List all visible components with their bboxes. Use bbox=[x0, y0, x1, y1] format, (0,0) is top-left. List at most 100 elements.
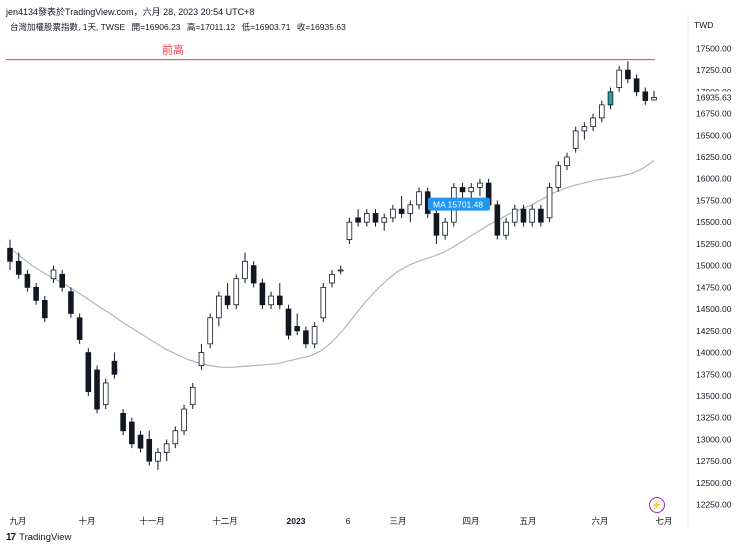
candle-body bbox=[416, 191, 422, 206]
candle-body bbox=[442, 221, 448, 236]
candle[interactable] bbox=[459, 183, 466, 201]
last-price-bg bbox=[690, 91, 736, 104]
candle[interactable] bbox=[216, 291, 222, 327]
x-tick-label: 四月 bbox=[462, 516, 479, 526]
candle[interactable] bbox=[468, 183, 475, 201]
candle[interactable] bbox=[390, 204, 396, 223]
moving-average-badge[interactable]: MA 15701.48 bbox=[428, 197, 490, 211]
currency-label[interactable]: TWD bbox=[694, 20, 714, 30]
candle[interactable] bbox=[68, 287, 74, 318]
candle[interactable] bbox=[24, 269, 31, 292]
candle[interactable] bbox=[276, 283, 283, 310]
candle[interactable] bbox=[381, 213, 388, 231]
candle[interactable] bbox=[346, 217, 353, 244]
candle[interactable] bbox=[607, 87, 614, 110]
candle[interactable] bbox=[42, 296, 48, 323]
candle[interactable] bbox=[163, 439, 170, 462]
candle-body bbox=[651, 97, 657, 101]
candle[interactable] bbox=[477, 178, 483, 197]
time-axis[interactable]: 九月 十月 十一月 十二月 2023 6 三月 四月 五月 六月 七月 bbox=[9, 516, 672, 526]
candle[interactable] bbox=[242, 252, 248, 284]
candle[interactable] bbox=[538, 204, 544, 227]
candle[interactable] bbox=[94, 365, 100, 414]
candle[interactable] bbox=[529, 204, 535, 227]
brand-footer[interactable]: 17 TradingView bbox=[6, 532, 71, 543]
last-price-marker: 16935.63 bbox=[690, 91, 736, 104]
candle[interactable] bbox=[85, 348, 92, 396]
candle[interactable] bbox=[15, 252, 22, 279]
candle[interactable] bbox=[250, 261, 257, 288]
lightning-icon[interactable]: ⚡ bbox=[649, 497, 665, 513]
candle[interactable] bbox=[137, 430, 144, 453]
candle[interactable] bbox=[590, 113, 596, 131]
candle[interactable] bbox=[50, 265, 57, 284]
candle[interactable] bbox=[564, 152, 570, 171]
candle-body bbox=[250, 265, 257, 284]
candle[interactable] bbox=[407, 200, 414, 223]
candle[interactable] bbox=[189, 382, 196, 410]
candle[interactable] bbox=[259, 278, 266, 310]
candle[interactable] bbox=[364, 209, 370, 227]
candle[interactable] bbox=[337, 265, 344, 275]
candle-body bbox=[364, 213, 370, 223]
candle[interactable] bbox=[329, 269, 335, 288]
candle[interactable] bbox=[555, 161, 562, 192]
candle[interactable] bbox=[633, 74, 640, 97]
candle[interactable] bbox=[7, 239, 13, 270]
candle[interactable] bbox=[494, 200, 501, 240]
candle[interactable] bbox=[442, 217, 448, 240]
candle[interactable] bbox=[224, 283, 231, 310]
candle[interactable] bbox=[598, 100, 605, 123]
x-tick-label: 十月 bbox=[78, 516, 95, 526]
candle[interactable] bbox=[503, 217, 509, 240]
candle[interactable] bbox=[520, 204, 527, 227]
symbol-name[interactable]: 台灣加權股票指數, 1天, TWSE bbox=[10, 22, 126, 32]
candle[interactable] bbox=[268, 291, 274, 310]
candle[interactable] bbox=[120, 409, 126, 436]
candle[interactable] bbox=[129, 417, 135, 449]
candle[interactable] bbox=[320, 283, 327, 323]
candle[interactable] bbox=[33, 283, 39, 305]
candle[interactable] bbox=[311, 322, 318, 349]
candle[interactable] bbox=[355, 209, 361, 227]
candle[interactable] bbox=[398, 196, 405, 218]
candle-body bbox=[433, 213, 440, 236]
y-tick-label: 17250.00 bbox=[696, 65, 732, 75]
candle[interactable] bbox=[303, 326, 309, 349]
candle[interactable] bbox=[642, 87, 649, 105]
candle[interactable] bbox=[572, 126, 579, 153]
candle[interactable] bbox=[198, 343, 205, 370]
candle[interactable] bbox=[372, 209, 379, 227]
symbol-legend[interactable]: 台灣加權股票指數, 1天, TWSE 開=16906.23 高=17011.12… bbox=[10, 21, 350, 33]
candle[interactable] bbox=[433, 209, 440, 244]
candle-body bbox=[129, 421, 135, 445]
candle-body bbox=[59, 273, 66, 288]
candle[interactable] bbox=[581, 122, 588, 140]
candle[interactable] bbox=[111, 352, 118, 379]
price-axis[interactable]: 17500.0017250.0017000.0016750.0016500.00… bbox=[687, 14, 732, 527]
candle[interactable] bbox=[511, 204, 518, 227]
candle[interactable] bbox=[172, 426, 179, 449]
candle[interactable] bbox=[76, 313, 83, 344]
candle[interactable] bbox=[285, 304, 292, 340]
candle[interactable] bbox=[294, 313, 300, 336]
candle[interactable] bbox=[651, 90, 657, 101]
candle[interactable] bbox=[625, 61, 631, 84]
candle[interactable] bbox=[102, 378, 109, 410]
candle[interactable] bbox=[207, 313, 213, 349]
candle-body bbox=[155, 452, 161, 462]
candle-body bbox=[120, 412, 126, 432]
candle[interactable] bbox=[616, 65, 622, 92]
candle[interactable] bbox=[233, 274, 240, 310]
candle[interactable] bbox=[146, 430, 153, 466]
candle[interactable] bbox=[181, 404, 187, 436]
candle[interactable] bbox=[546, 183, 553, 223]
candle[interactable] bbox=[416, 187, 422, 210]
resistance-layer[interactable]: 前高 bbox=[6, 43, 655, 61]
candle-body bbox=[172, 430, 179, 445]
candle[interactable] bbox=[155, 448, 161, 470]
y-tick-label: 13250.00 bbox=[696, 413, 732, 423]
candlestick-series[interactable] bbox=[7, 61, 657, 470]
candle[interactable] bbox=[59, 269, 66, 292]
